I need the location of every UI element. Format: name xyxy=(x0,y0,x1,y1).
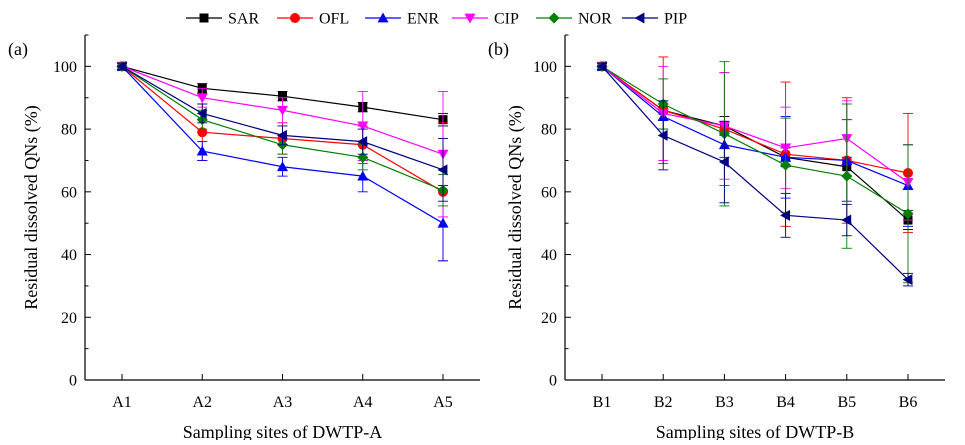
x-tick-label-a4: A4 xyxy=(353,394,373,411)
legend-label-pip: PIP xyxy=(664,11,687,28)
data-point-enr-a4 xyxy=(357,170,369,181)
chart-panel-b: 0 20 40 60 80 100 B1 B2 B3 B4 B5 B6 Sampling sites o… xyxy=(488,34,945,442)
series-line-nor xyxy=(601,65,909,215)
chart-panel-a: 0 20 40 60 80 100 A1 A2 A3 A4 A5 Sampling sites of … xyxy=(8,34,480,442)
data-point-ofl-a2 xyxy=(197,127,208,138)
series-pip xyxy=(116,60,448,202)
legend-marker-cip xyxy=(464,13,476,24)
x-tick-label-a3: A3 xyxy=(273,394,293,411)
data-point-enr-a5 xyxy=(437,217,449,228)
y-tick-label: 0 xyxy=(549,373,557,390)
y-tick-label: 60 xyxy=(541,184,557,201)
series-cip xyxy=(116,61,449,218)
x-tick-label-b6: B6 xyxy=(899,394,918,411)
series-line-ofl xyxy=(601,65,909,174)
series-enr xyxy=(116,60,449,262)
legend-label-nor: NOR xyxy=(578,11,612,28)
legend-marker-ofl xyxy=(290,13,300,23)
data-point-cip-a2 xyxy=(196,93,208,104)
x-tick-label-b1: B1 xyxy=(593,394,612,411)
data-point-pip-b1 xyxy=(596,60,607,72)
legend-marker-nor xyxy=(548,12,560,24)
data-point-enr-a3 xyxy=(277,161,288,172)
series-nor xyxy=(596,60,914,284)
x-tick-label-b3: B3 xyxy=(715,394,734,411)
data-point-enr-a2 xyxy=(196,145,208,156)
data-point-pip-a2 xyxy=(196,107,207,119)
legend-marker-enr xyxy=(377,12,389,23)
legend-label-sar: SAR xyxy=(228,11,259,28)
series-line-enr xyxy=(601,65,909,187)
y-tick-label: 80 xyxy=(541,122,557,139)
x-tick-label-a5: A5 xyxy=(433,394,453,411)
y-tick-label: 100 xyxy=(533,59,557,76)
y-tick-label: 0 xyxy=(69,373,77,390)
legend-label-enr: ENR xyxy=(407,11,439,28)
x-tick-label-a1: A1 xyxy=(112,394,132,411)
series-sar xyxy=(597,61,913,230)
series-line-cip xyxy=(601,65,909,183)
data-point-nor-b5 xyxy=(841,170,853,182)
y-tick-label: 40 xyxy=(61,247,77,264)
data-point-pip-a3 xyxy=(277,129,287,141)
y-tick-label: 20 xyxy=(541,310,557,327)
x-tick-label-b5: B5 xyxy=(837,394,856,411)
data-point-nor-b6 xyxy=(902,208,914,220)
data-point-pip-b5 xyxy=(841,214,852,226)
data-point-pip-b2 xyxy=(657,129,668,141)
data-point-cip-a4 xyxy=(357,121,369,132)
data-point-sar-a3 xyxy=(278,91,287,101)
series-line-pip xyxy=(601,65,909,281)
series-pip xyxy=(596,60,913,287)
series-enr xyxy=(596,60,914,227)
y-tick-label: 20 xyxy=(61,310,77,327)
data-point-pip-a5 xyxy=(437,164,448,176)
data-point-pip-b6 xyxy=(902,274,913,286)
legend-marker-sar xyxy=(199,13,209,23)
data-point-pip-a4 xyxy=(357,136,368,148)
legend-label-cip: CIP xyxy=(494,11,519,28)
x-tick-label-a2: A2 xyxy=(192,394,212,411)
x-tick-label-b4: B4 xyxy=(776,394,795,411)
legend-marker-pip xyxy=(634,12,645,24)
x-axis-title: Sampling sites of DWTP-A xyxy=(183,422,383,440)
legend: SAR OFL ENR CIP NOR PIP xyxy=(186,11,687,28)
data-point-pip-b3 xyxy=(718,156,729,168)
x-axis-title: Sampling sites of DWTP-B xyxy=(656,422,855,440)
data-point-pip-b4 xyxy=(780,209,790,221)
y-tick-label: 60 xyxy=(61,184,77,201)
y-tick-label: 100 xyxy=(53,59,77,76)
data-point-nor-b4 xyxy=(780,159,792,171)
panel-label: (a) xyxy=(8,39,28,60)
y-axis-title: Residual dissolved QNs (%) xyxy=(505,105,526,309)
series-line-sar xyxy=(601,65,909,221)
data-point-cip-a3 xyxy=(277,105,288,116)
y-axis-title: Residual dissolved QNs (%) xyxy=(21,105,42,309)
data-point-pip-a1 xyxy=(116,60,127,72)
x-tick-label-b2: B2 xyxy=(654,394,673,411)
y-tick-label: 40 xyxy=(541,247,557,264)
series-ofl xyxy=(597,56,913,234)
legend-label-ofl: OFL xyxy=(319,11,349,28)
panel-label: (b) xyxy=(488,39,509,60)
y-tick-label: 80 xyxy=(61,122,77,139)
